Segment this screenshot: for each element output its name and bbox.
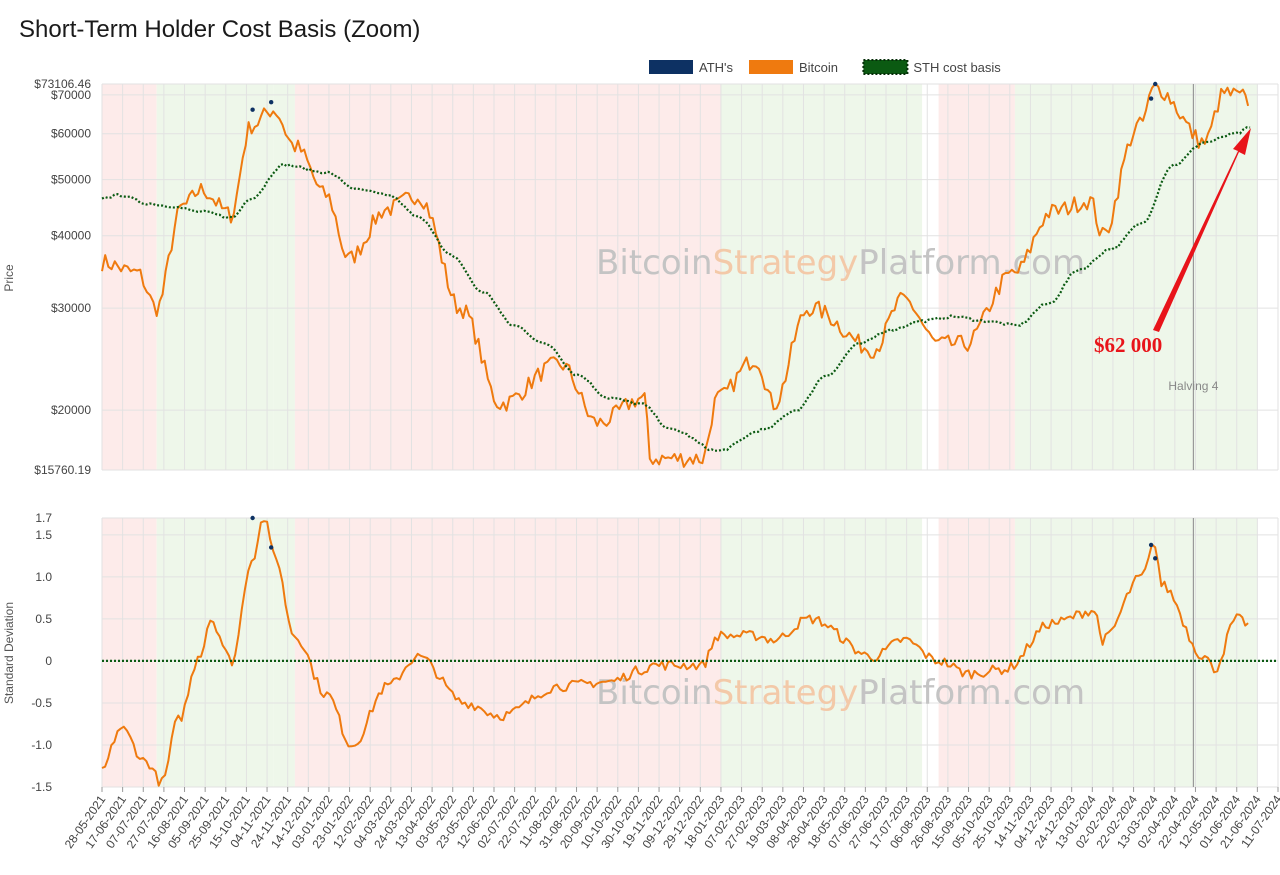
- legend-label: Bitcoin: [799, 60, 838, 75]
- chart-title: Short-Term Holder Cost Basis (Zoom): [19, 16, 421, 43]
- legend-swatch: [862, 59, 909, 75]
- watermark-part: Strategy: [713, 243, 859, 283]
- bear-zone: [294, 518, 721, 787]
- y-tick-label: $15760.19: [34, 463, 91, 477]
- y-tick-label: 1.7: [35, 511, 52, 525]
- price-panel: BitcoinStrategyPlatform.com Halving 4 $7…: [2, 77, 1279, 477]
- sth-cost-basis-line: [101, 126, 1251, 452]
- price-axis-title: Price: [2, 264, 16, 292]
- stddev-regime-zones: [102, 518, 1258, 787]
- y-tick-label: $30000: [51, 301, 91, 315]
- price-annotation: $62 000: [1094, 128, 1251, 357]
- annotation-arrow: [1153, 128, 1251, 332]
- y-tick-label: 0.5: [35, 612, 52, 626]
- bull-zone: [273, 84, 295, 470]
- ath-point: [268, 100, 274, 105]
- watermark: BitcoinStrategyPlatform.com: [596, 673, 1085, 713]
- bull-zone: [720, 84, 923, 470]
- legend[interactable]: ATH's Bitcoin STH cost basis: [649, 59, 1001, 75]
- watermark-part: Platform.com: [858, 243, 1085, 283]
- halving-label: Halving 4: [1168, 379, 1218, 393]
- y-tick-label: $70000: [51, 88, 91, 102]
- price-y-ticks: $73106.46$70000 $60000 $50000 $40000 $30000 $…: [34, 77, 91, 477]
- y-tick-label: $60000: [51, 127, 91, 141]
- stddev-watermark: BitcoinStrategyPlatform.com: [596, 673, 1085, 713]
- bull-zone: [156, 84, 274, 470]
- legend-swatch: [649, 60, 693, 74]
- y-tick-label: $20000: [51, 403, 91, 417]
- ath-point: [250, 515, 255, 521]
- legend-label: STH cost basis: [913, 60, 1001, 75]
- legend-swatch: [749, 60, 793, 74]
- ath-point: [1153, 81, 1158, 87]
- bull-zone: [1014, 84, 1258, 470]
- stddev-series: [101, 515, 1278, 787]
- x-axis-ticks: 28-05-202117-06-202107-07-202127-07-2021…: [62, 787, 1280, 851]
- watermark-part: Bitcoin: [596, 673, 713, 713]
- bull-zone: [156, 518, 274, 787]
- y-tick-label: -0.5: [31, 696, 52, 710]
- price-series: [101, 81, 1251, 468]
- watermark-part: Bitcoin: [596, 243, 713, 283]
- y-tick-label: 0: [45, 654, 52, 668]
- watermark-part: Platform.com: [858, 673, 1085, 713]
- ath-point: [250, 107, 255, 112]
- watermark-part: Strategy: [713, 673, 859, 713]
- price-watermark: BitcoinStrategyPlatform.com: [596, 243, 1085, 283]
- stddev-axis-title: Standard Deviation: [2, 602, 16, 704]
- y-tick-label: -1.5: [31, 780, 52, 794]
- ath-point: [1148, 542, 1154, 548]
- y-tick-label: $73106.46: [34, 77, 91, 91]
- annotation-label: $62 000: [1094, 333, 1162, 357]
- y-tick-label: -1.0: [31, 738, 52, 752]
- bull-zone: [1014, 518, 1258, 787]
- y-tick-label: 1.5: [35, 528, 52, 542]
- stddev-y-ticks: 1.7 1.5 1.0 0.5 0 -0.5 -1.0 -1.5: [31, 511, 52, 794]
- legend-label: ATH's: [699, 60, 734, 75]
- y-tick-label: 1.0: [35, 570, 52, 584]
- ath-point: [1153, 556, 1158, 561]
- bull-zone: [720, 518, 923, 787]
- bitcoin-price-line: [101, 82, 1250, 468]
- price-gridlines: [101, 83, 1279, 471]
- ath-point: [268, 545, 274, 550]
- bull-zone: [273, 518, 295, 787]
- stddev-panel: BitcoinStrategyPlatform.com 1.7 1.5 1.0 0.5…: [2, 511, 1279, 794]
- watermark: BitcoinStrategyPlatform.com: [596, 243, 1085, 283]
- ath-point: [1148, 96, 1154, 101]
- bear-zone: [102, 84, 157, 470]
- y-tick-label: $50000: [51, 173, 91, 187]
- bear-zone: [938, 518, 1015, 787]
- stddev-line: [101, 520, 1249, 787]
- bear-zone: [102, 518, 157, 787]
- y-tick-label: $40000: [51, 229, 91, 243]
